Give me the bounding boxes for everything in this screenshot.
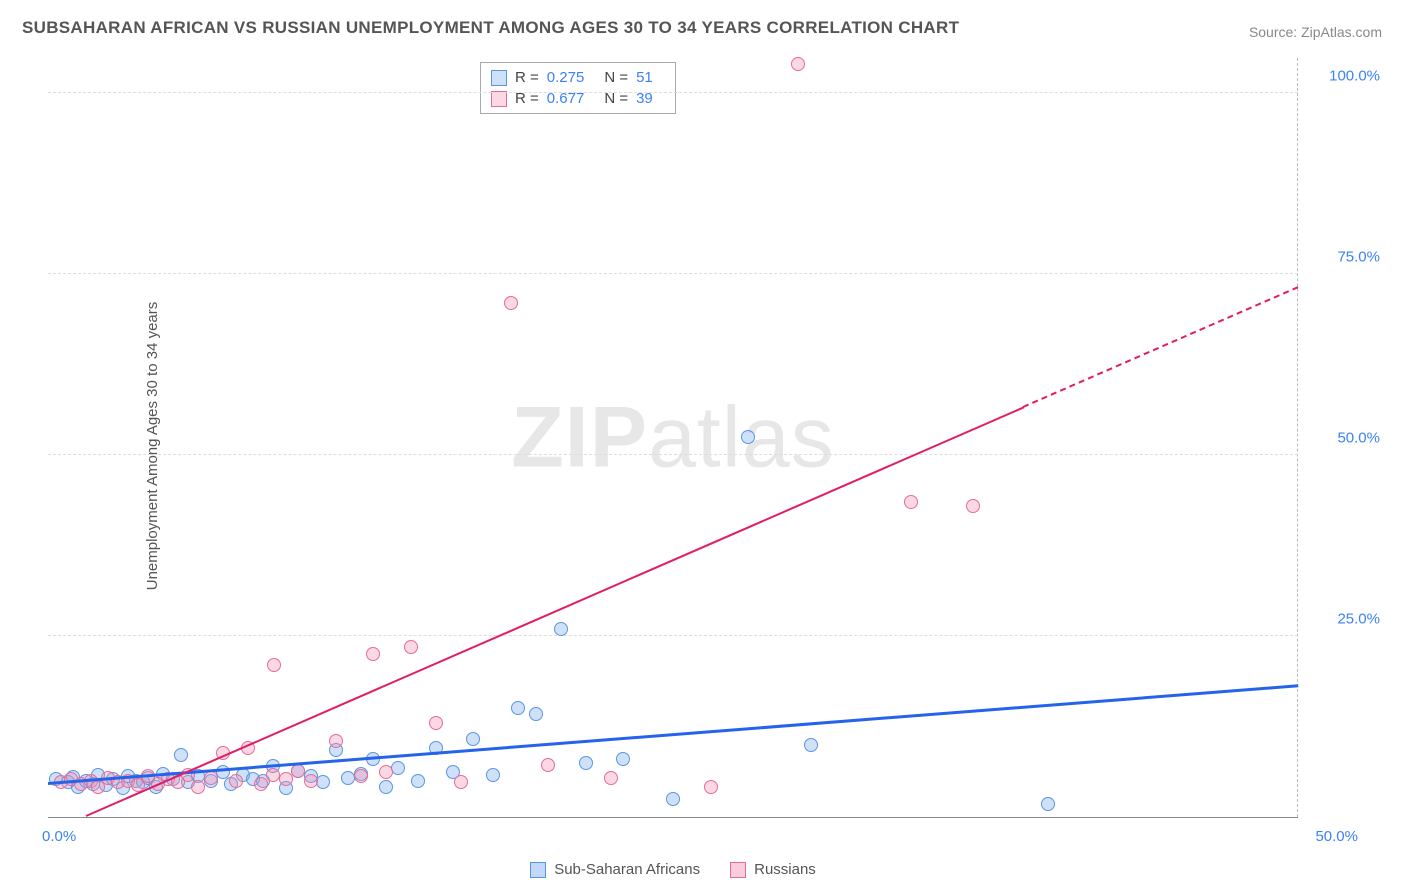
gridline xyxy=(48,273,1298,274)
scatter-point xyxy=(229,774,243,788)
scatter-point xyxy=(704,780,718,794)
plot-area: ZIPatlas R =0.275N =51R =0.677N =39 25.0… xyxy=(48,58,1298,818)
stats-legend-box: R = 0.275 N = 51 R =0.677N =39 xyxy=(480,62,676,114)
y-tick-label: 25.0% xyxy=(1310,611,1380,628)
scatter-point xyxy=(174,748,188,762)
scatter-point xyxy=(466,732,480,746)
scatter-point xyxy=(191,780,205,794)
scatter-point xyxy=(204,771,218,785)
legend-swatch xyxy=(730,862,746,878)
scatter-point xyxy=(579,756,593,770)
scatter-point xyxy=(1041,797,1055,811)
y-tick-label: 50.0% xyxy=(1310,430,1380,447)
stat-n-value: 51 xyxy=(636,69,653,86)
scatter-point xyxy=(404,640,418,654)
scatter-point xyxy=(429,716,443,730)
scatter-point xyxy=(504,296,518,310)
series-swatch xyxy=(491,70,507,86)
scatter-point xyxy=(329,734,343,748)
legend-item: Russians xyxy=(730,861,816,878)
stat-r-label: R = xyxy=(515,69,539,86)
scatter-point xyxy=(354,769,368,783)
scatter-point xyxy=(616,752,630,766)
trend-line xyxy=(1023,287,1299,409)
trend-line xyxy=(85,407,1023,817)
scatter-point xyxy=(304,774,318,788)
scatter-point xyxy=(379,765,393,779)
scatter-point xyxy=(379,780,393,794)
stat-r-value: 0.275 xyxy=(547,69,585,86)
stat-n-label: N = xyxy=(604,69,628,86)
scatter-point xyxy=(604,771,618,785)
scatter-point xyxy=(904,495,918,509)
legend-swatch xyxy=(530,862,546,878)
scatter-point xyxy=(279,772,293,786)
scatter-point xyxy=(391,761,405,775)
y-tick-label: 75.0% xyxy=(1310,249,1380,266)
scatter-point xyxy=(254,777,268,791)
watermark: ZIPatlas xyxy=(511,388,834,487)
chart-title: SUBSAHARAN AFRICAN VS RUSSIAN UNEMPLOYME… xyxy=(22,18,959,38)
scatter-point xyxy=(486,768,500,782)
gridline xyxy=(48,635,1298,636)
legend-label: Sub-Saharan Africans xyxy=(554,861,700,878)
gridline xyxy=(48,92,1298,93)
series-legend: Sub-Saharan Africans Russians xyxy=(48,861,1298,878)
x-tick-label: 0.0% xyxy=(42,828,76,845)
scatter-point xyxy=(529,707,543,721)
scatter-point xyxy=(666,792,680,806)
plot-right-border xyxy=(1297,58,1298,817)
scatter-point xyxy=(554,622,568,636)
scatter-point xyxy=(541,758,555,772)
y-tick-label: 100.0% xyxy=(1310,68,1380,85)
scatter-point xyxy=(741,430,755,444)
scatter-point xyxy=(791,57,805,71)
source-credit: Source: ZipAtlas.com xyxy=(1249,24,1382,40)
scatter-point xyxy=(511,701,525,715)
scatter-point xyxy=(291,764,305,778)
x-tick-label: 50.0% xyxy=(1315,828,1358,845)
gridline xyxy=(48,454,1298,455)
scatter-point xyxy=(316,775,330,789)
scatter-point xyxy=(267,658,281,672)
scatter-point xyxy=(366,647,380,661)
scatter-point xyxy=(454,775,468,789)
scatter-point xyxy=(804,738,818,752)
stats-row: R = 0.275 N = 51 xyxy=(491,67,665,88)
legend-item: Sub-Saharan Africans xyxy=(530,861,700,878)
trend-line xyxy=(48,684,1298,784)
stats-row: R =0.677N =39 xyxy=(491,88,665,109)
legend-label: Russians xyxy=(754,861,816,878)
scatter-point xyxy=(966,499,980,513)
scatter-point xyxy=(411,774,425,788)
